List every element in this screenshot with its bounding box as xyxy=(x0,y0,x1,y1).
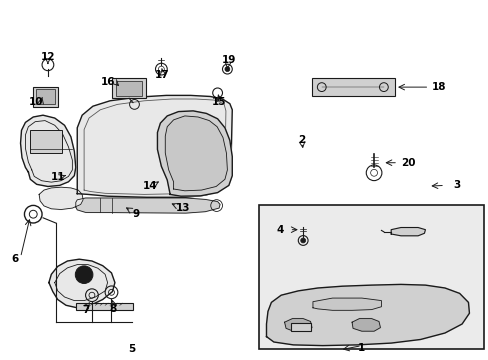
Text: 11: 11 xyxy=(50,172,65,182)
Polygon shape xyxy=(77,95,232,197)
Polygon shape xyxy=(312,298,381,310)
Text: 1: 1 xyxy=(358,343,365,354)
Polygon shape xyxy=(39,187,83,210)
Bar xyxy=(290,323,311,331)
Polygon shape xyxy=(390,228,425,236)
Bar xyxy=(30,130,62,153)
Text: 15: 15 xyxy=(211,96,226,107)
Text: 16: 16 xyxy=(101,77,116,87)
Polygon shape xyxy=(284,319,311,331)
Text: 4: 4 xyxy=(275,225,283,235)
Text: 10: 10 xyxy=(28,96,43,107)
Text: 19: 19 xyxy=(221,55,236,66)
Polygon shape xyxy=(351,319,380,331)
Text: 12: 12 xyxy=(41,52,55,62)
Circle shape xyxy=(300,238,305,243)
Text: 5: 5 xyxy=(128,344,135,354)
Bar xyxy=(311,78,394,96)
Bar xyxy=(112,78,145,98)
Circle shape xyxy=(75,266,93,283)
Text: 8: 8 xyxy=(110,304,117,314)
Polygon shape xyxy=(165,116,227,191)
Bar xyxy=(259,205,483,349)
Text: 20: 20 xyxy=(400,158,415,168)
Circle shape xyxy=(224,67,229,72)
Text: 3: 3 xyxy=(453,180,460,190)
Text: 14: 14 xyxy=(143,181,158,192)
Polygon shape xyxy=(20,115,76,186)
Bar xyxy=(36,89,55,104)
Bar xyxy=(76,303,133,310)
Bar xyxy=(33,87,58,107)
Text: 9: 9 xyxy=(132,209,139,219)
Polygon shape xyxy=(76,198,220,213)
Text: 13: 13 xyxy=(176,203,190,213)
Text: 6: 6 xyxy=(11,254,18,264)
Polygon shape xyxy=(266,284,468,346)
Polygon shape xyxy=(157,111,232,196)
Text: 7: 7 xyxy=(81,305,89,315)
Text: 2: 2 xyxy=(298,135,305,145)
Bar xyxy=(116,81,142,96)
Polygon shape xyxy=(49,259,115,308)
Text: 18: 18 xyxy=(431,82,446,92)
Text: 17: 17 xyxy=(155,70,169,80)
